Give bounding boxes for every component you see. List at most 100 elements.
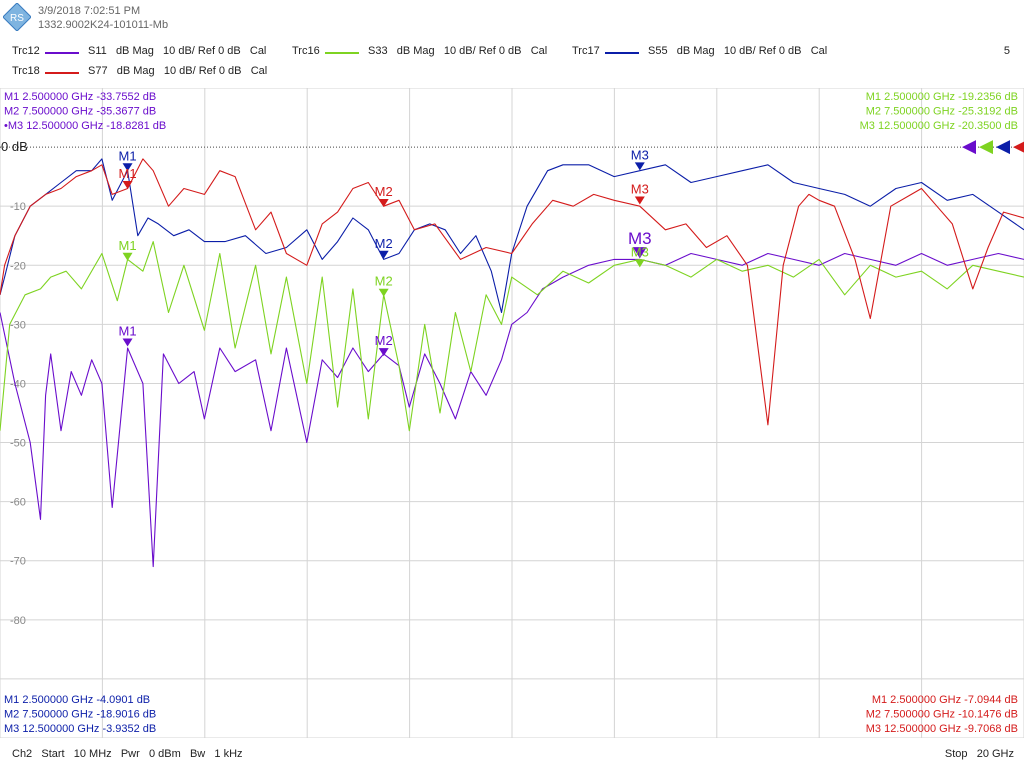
marker-triangle-icon [122,181,133,190]
reference-level-label: 0 dB [1,139,28,154]
marker-s33-m1[interactable]: M1 [119,238,137,261]
marker-label: M1 [119,148,137,163]
trace-info-trc18[interactable]: S77 dB Mag 10 dB/ Ref 0 dB Cal [88,65,267,77]
marker-s11-m2[interactable]: M2 [375,333,393,357]
trace-name-trc18[interactable]: Trc18 [12,65,40,77]
trace-name-trc16[interactable]: Trc16 [292,45,320,57]
trace-line-s11 [0,252,1024,568]
trace-format: dB Mag [116,65,155,77]
trace-param: S33 [368,45,388,57]
trace-format: dB Mag [115,45,154,57]
y-tick-label: -50 [10,438,26,450]
marker-table-row: M1 2.500000 GHz -19.2356 dB [866,91,1018,103]
marker-label: M1 [119,166,137,181]
trace-cal: Cal [249,45,267,57]
marker-label: M1 [119,238,137,253]
start-value: 10 MHz [73,748,112,760]
channel-label: Ch2 [12,748,33,760]
datetime: 3/9/2018 7:02:51 PM [38,5,141,17]
marker-triangle-icon [122,163,133,172]
y-tick-label: -30 [10,319,26,331]
trace-scale: 10 dB/ Ref 0 dB [163,45,241,57]
marker-table-s11: M1 2.500000 GHz -33.7552 dB M2 7.500000 … [4,91,166,132]
marker-tables: M1 2.500000 GHz -33.7552 dB M2 7.500000 … [4,91,1018,735]
marker-triangle-icon [634,162,645,171]
reference-arrow-icon[interactable] [1013,140,1024,154]
trace-color-swatch-trc16 [325,52,359,54]
y-tick-label: -10 [10,201,26,213]
marker-s77-m1[interactable]: M1 [119,166,137,190]
power-value: 0 dBm [148,748,181,760]
marker-table-row: M1 2.500000 GHz -4.0901 dB [4,694,150,706]
marker-table-row: M1 2.500000 GHz -33.7552 dB [4,91,156,103]
marker-s77-m3[interactable]: M3 [631,181,649,205]
marker-label: M3 [631,244,649,259]
power-label: Pwr [120,748,140,760]
trace-color-swatch-trc17 [605,52,639,54]
trace-name-trc17[interactable]: Trc17 [572,45,600,57]
marker-label: M2 [375,236,393,251]
marker-table-row: M1 2.500000 GHz -7.0944 dB [872,694,1018,706]
marker-label: M3 [631,181,649,196]
marker-s33-m3[interactable]: M3 [631,244,649,268]
reference-arrow-icon[interactable] [979,140,993,155]
marker-triangle-icon [378,348,389,357]
marker-triangle-icon [122,252,133,261]
marker-triangle-icon [122,338,133,347]
marker-s11-m3[interactable]: M3 [628,229,652,259]
trace-info-trc17[interactable]: S55 dB Mag 10 dB/ Ref 0 dB Cal [648,45,827,57]
trace-param: S11 [88,45,107,57]
trace-scale: 10 dB/ Ref 0 dB [163,65,242,77]
marker-table-row: M2 7.500000 GHz -35.3677 dB [4,106,156,118]
trace-scale: 10 dB/ Ref 0 dB [443,45,522,57]
trace-param: S77 [88,65,108,77]
marker-s11-m1[interactable]: M1 [119,324,137,347]
marker-s55-m3[interactable]: M3 [631,147,649,171]
stop-value: 20 GHz [976,748,1014,760]
trace-format: dB Mag [396,45,435,57]
sweep-settings[interactable]: Ch2 Start 10 MHz Pwr 0 dBm Bw 1 kHz [12,748,243,760]
marker-table-s33: M1 2.500000 GHz -19.2356 dB M2 7.500000 … [860,91,1018,132]
marker-table-s55: M1 2.500000 GHz -4.0901 dB M2 7.500000 G… [4,694,156,735]
svg-text:RS: RS [10,13,24,24]
trace-format: dB Mag [676,45,715,57]
marker-table-row: •M3 12.500000 GHz -18.8281 dB [4,120,166,132]
marker-label: M3 [631,147,649,162]
trace-cal: Cal [530,45,548,57]
reference-arrow-icon[interactable] [996,140,1010,155]
reference-arrows[interactable] [962,140,1024,155]
trace-cal: Cal [250,65,268,77]
trace-name-trc12[interactable]: Trc12 [12,45,40,57]
trace-scale: 10 dB/ Ref 0 dB [723,45,802,57]
marker-table-row: M3 12.500000 GHz -3.9352 dB [4,723,156,735]
stop-settings[interactable]: Stop 20 GHz [945,748,1014,760]
stop-label: Stop [944,748,968,760]
marker-table-row: M2 7.500000 GHz -18.9016 dB [4,709,156,721]
marker-label: M2 [375,333,393,348]
marker-s55-m1[interactable]: M1 [119,148,137,172]
marker-table-row: M3 12.500000 GHz -20.3500 dB [860,120,1018,132]
trace-info-trc12[interactable]: S11 dB Mag 10 dB/ Ref 0 dB Cal [88,45,266,57]
y-tick-label: -40 [10,378,26,390]
marker-triangle-icon [634,259,645,268]
marker-triangle-icon [632,247,647,259]
trace-markers[interactable]: M1 M2 M3 M1 M2 M3 M1 M2 M3 M1 M2 M3 [119,147,652,357]
trace-color-swatch-trc18 [45,72,79,74]
y-tick-label: -70 [10,556,26,568]
grid [0,88,1024,738]
marker-s33-m2[interactable]: M2 [375,274,393,297]
reference-arrow-icon[interactable] [962,140,976,155]
rohde-schwarz-logo-icon: RS [3,3,31,31]
marker-s77-m2[interactable]: M2 [375,184,393,208]
trace-plot[interactable]: 0 dB-10-20-30-40-50-60-70-80 M1M2M3M1M2M… [0,88,1024,738]
bandwidth-label: Bw [189,748,206,760]
marker-s55-m2[interactable]: M2 [375,236,393,259]
channel-count: 5 [1003,45,1010,57]
trace-info-trc16[interactable]: S33 dB Mag 10 dB/ Ref 0 dB Cal [368,45,547,57]
marker-label: M1 [119,324,137,339]
y-tick-label: -80 [10,615,26,627]
marker-label: M2 [375,274,393,289]
y-tick-label: -60 [10,497,26,509]
marker-table-row: M2 7.500000 GHz -25.3192 dB [866,106,1018,118]
trace-color-swatch-trc12 [45,52,79,54]
